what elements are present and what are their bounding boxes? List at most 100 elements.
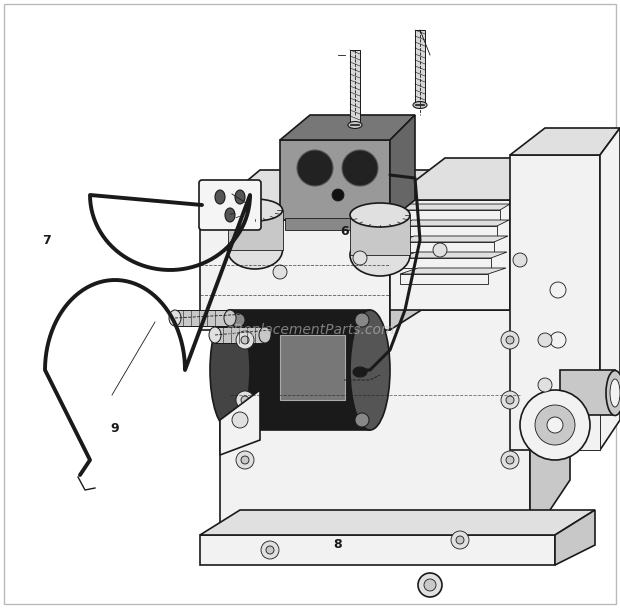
Polygon shape (400, 268, 506, 274)
Text: eReplacementParts.com: eReplacementParts.com (225, 323, 395, 337)
Ellipse shape (228, 231, 283, 269)
Text: 8: 8 (334, 537, 342, 551)
Circle shape (418, 573, 442, 597)
Ellipse shape (169, 310, 181, 326)
Ellipse shape (224, 310, 236, 326)
Polygon shape (510, 155, 600, 450)
Circle shape (236, 331, 254, 349)
Polygon shape (400, 226, 497, 236)
Ellipse shape (350, 203, 410, 227)
Circle shape (456, 536, 464, 544)
Circle shape (424, 579, 436, 591)
Circle shape (231, 313, 245, 327)
Ellipse shape (259, 327, 271, 343)
Polygon shape (400, 204, 510, 210)
Circle shape (332, 189, 344, 201)
Ellipse shape (353, 367, 367, 377)
Polygon shape (390, 170, 445, 330)
Polygon shape (200, 535, 555, 565)
Polygon shape (285, 218, 385, 230)
Circle shape (261, 541, 279, 559)
Circle shape (538, 333, 552, 347)
Ellipse shape (413, 102, 427, 108)
Circle shape (241, 336, 249, 344)
Text: 9: 9 (110, 422, 119, 435)
Polygon shape (400, 258, 491, 268)
Polygon shape (600, 128, 620, 450)
Polygon shape (220, 390, 260, 455)
Polygon shape (280, 115, 415, 140)
Circle shape (501, 391, 519, 409)
Circle shape (231, 413, 245, 427)
Polygon shape (560, 370, 600, 450)
Circle shape (355, 313, 369, 327)
Circle shape (236, 391, 254, 409)
Circle shape (342, 150, 378, 186)
Ellipse shape (228, 199, 283, 221)
Circle shape (538, 378, 552, 392)
Circle shape (550, 332, 566, 348)
Polygon shape (400, 274, 488, 284)
Polygon shape (560, 370, 615, 415)
Ellipse shape (610, 379, 620, 407)
Circle shape (547, 417, 563, 433)
Polygon shape (228, 210, 283, 250)
Circle shape (273, 265, 287, 279)
Polygon shape (390, 200, 510, 310)
Polygon shape (230, 310, 370, 430)
Bar (215, 327, 265, 343)
Circle shape (353, 251, 367, 265)
Polygon shape (555, 510, 595, 565)
Ellipse shape (210, 310, 250, 430)
FancyBboxPatch shape (199, 180, 261, 230)
Circle shape (535, 405, 575, 445)
Ellipse shape (209, 327, 221, 343)
Circle shape (451, 531, 469, 549)
Circle shape (513, 253, 527, 267)
Polygon shape (400, 220, 509, 226)
Circle shape (232, 412, 248, 428)
Polygon shape (400, 252, 507, 258)
Circle shape (506, 396, 514, 404)
Circle shape (520, 390, 590, 460)
Polygon shape (390, 158, 545, 200)
Circle shape (506, 336, 514, 344)
Polygon shape (220, 240, 570, 310)
Bar (280, 335, 345, 400)
Text: 6: 6 (340, 224, 348, 238)
Polygon shape (200, 170, 445, 220)
Circle shape (506, 456, 514, 464)
Ellipse shape (348, 122, 362, 128)
Circle shape (236, 451, 254, 469)
Circle shape (433, 243, 447, 257)
Circle shape (355, 413, 369, 427)
Polygon shape (510, 128, 620, 155)
Polygon shape (400, 210, 500, 220)
Circle shape (501, 331, 519, 349)
Circle shape (241, 456, 249, 464)
Polygon shape (530, 240, 570, 540)
Ellipse shape (235, 190, 245, 204)
Polygon shape (200, 220, 390, 330)
Text: 7: 7 (42, 233, 51, 247)
Polygon shape (400, 242, 494, 252)
Polygon shape (220, 310, 530, 540)
Ellipse shape (225, 208, 235, 222)
Circle shape (241, 396, 249, 404)
Circle shape (266, 546, 274, 554)
Bar (350, 50, 360, 125)
Ellipse shape (350, 234, 410, 276)
Bar (415, 30, 425, 105)
Polygon shape (280, 140, 390, 220)
Circle shape (501, 451, 519, 469)
Ellipse shape (350, 310, 390, 430)
Polygon shape (390, 115, 415, 220)
Circle shape (297, 150, 333, 186)
Bar (175, 310, 230, 326)
Ellipse shape (606, 370, 620, 415)
Polygon shape (350, 215, 410, 255)
Circle shape (550, 282, 566, 298)
Polygon shape (400, 236, 508, 242)
Polygon shape (510, 158, 545, 310)
Ellipse shape (215, 190, 225, 204)
